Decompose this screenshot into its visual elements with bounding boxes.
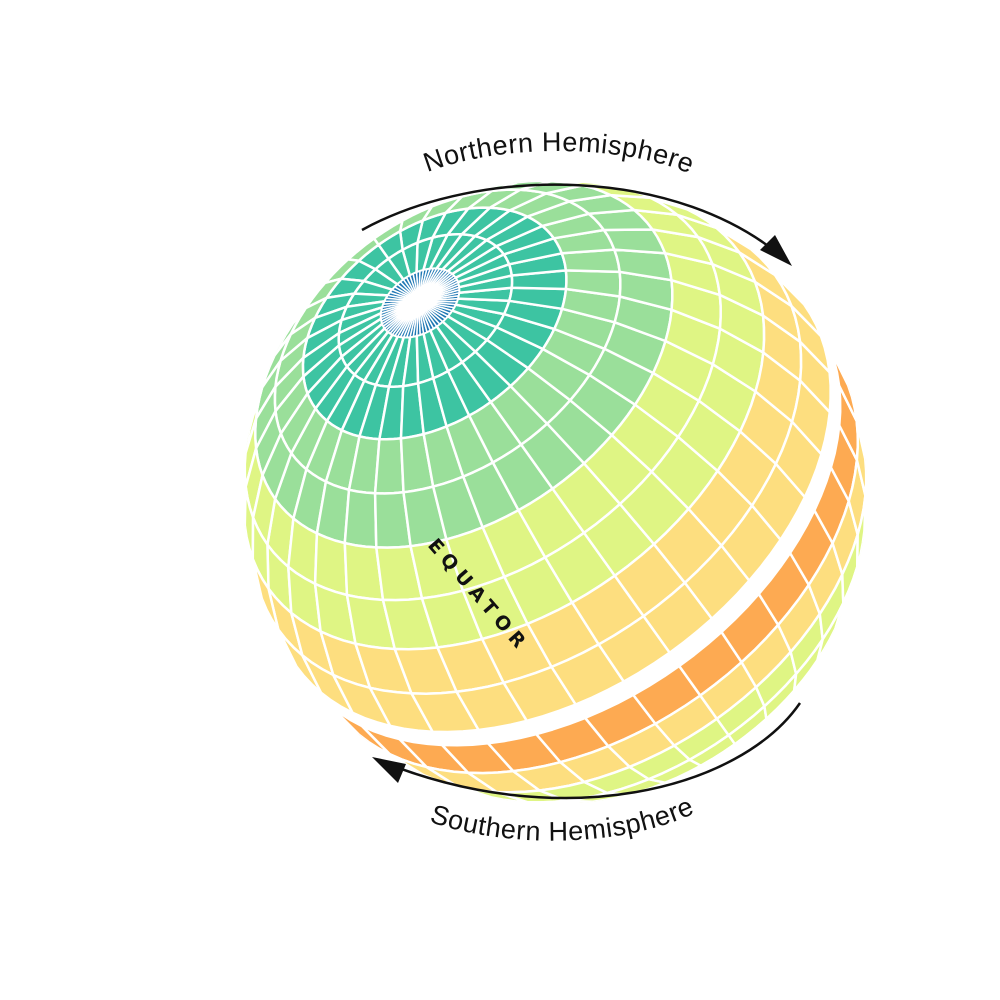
northern-arrow-head-icon <box>760 235 792 266</box>
southern-hemisphere-arrow <box>377 702 802 800</box>
globe-grid-cell <box>550 180 620 188</box>
globe-grid-cell <box>733 717 768 747</box>
globe-grid-cell <box>343 488 378 549</box>
globe-grid-cell <box>834 565 859 630</box>
globe-grid-cell <box>829 348 858 423</box>
globe-grid-cell <box>855 419 867 497</box>
southern-arrow-head-icon <box>372 757 406 783</box>
globe <box>243 180 867 804</box>
northern-hemisphere-label: Northern Hemisphere <box>419 127 698 179</box>
northern-hemisphere-text: Northern Hemisphere <box>419 127 698 179</box>
globe-grid-cell <box>856 494 867 568</box>
globe-grid-cell <box>373 437 405 495</box>
northern-hemisphere-arrow <box>361 183 789 263</box>
polar-cap-cell <box>382 300 420 330</box>
globe-grid-cell <box>773 273 823 338</box>
